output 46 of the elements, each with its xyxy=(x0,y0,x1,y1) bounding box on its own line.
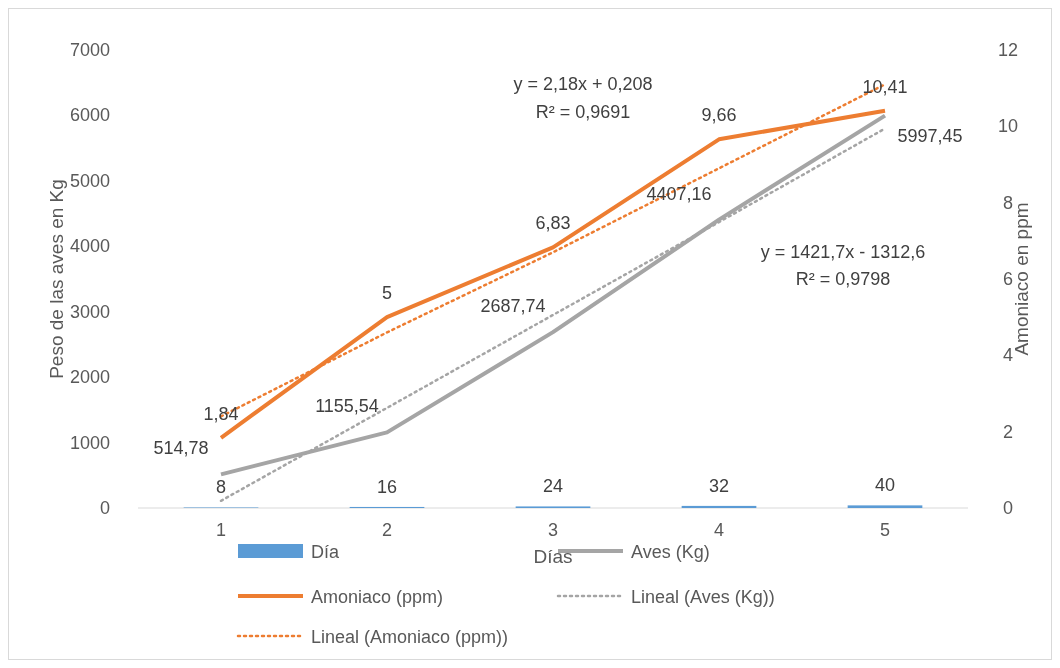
data-label: 24 xyxy=(542,476,564,497)
data-label: 6,83 xyxy=(535,213,571,234)
x-tick-label: 3 xyxy=(547,520,559,540)
annotation: y = 2,18x + 0,208 xyxy=(513,74,653,94)
x-tick-label: 4 xyxy=(713,520,725,540)
data-label: 10,41 xyxy=(862,76,908,97)
data-label: 5 xyxy=(381,283,393,304)
annotation: y = 1421,7x - 1312,6 xyxy=(760,242,926,262)
x-axis-title: Días xyxy=(533,546,573,567)
data-label: 9,66 xyxy=(701,105,737,126)
legend-label: Amoniaco (ppm) xyxy=(311,587,444,607)
y2-tick-label: 4 xyxy=(1002,345,1014,366)
data-label: 2687,74 xyxy=(480,296,546,317)
data-label: 32 xyxy=(708,475,730,496)
annotation: R² = 0,9798 xyxy=(795,269,891,289)
y-tick-label: 7000 xyxy=(69,40,110,60)
legend-label: Día xyxy=(311,542,340,562)
y2-tick-label: 12 xyxy=(997,40,1019,60)
y2-tick-label: 0 xyxy=(1002,498,1014,518)
y-tick-label: 6000 xyxy=(69,105,110,126)
x-tick-label: 1 xyxy=(215,520,227,540)
y-tick-label: 1000 xyxy=(69,432,110,453)
y-tick-label: 3000 xyxy=(69,301,110,322)
legend-label: Lineal (Aves (Kg)) xyxy=(631,587,775,607)
y2-tick-label: 6 xyxy=(1002,269,1014,289)
y-axis-title: Peso de las aves en Kg xyxy=(46,179,67,379)
data-label: 1,84 xyxy=(203,403,239,424)
legend-label: Lineal (Amoniaco (ppm)) xyxy=(311,627,509,647)
data-label: 16 xyxy=(376,476,398,497)
data-label: 40 xyxy=(874,475,896,496)
y2-axis-title: Amoniaco en ppm xyxy=(1011,202,1032,356)
y-tick-label: 2000 xyxy=(69,367,110,388)
y-tick-label: 5000 xyxy=(69,170,110,191)
data-label: 1155,54 xyxy=(315,396,379,417)
legend-label: Aves (Kg) xyxy=(631,542,710,562)
data-label: 5997,45 xyxy=(897,125,963,146)
y2-tick-label: 8 xyxy=(1002,192,1014,213)
y-tick-label: 0 xyxy=(99,498,110,518)
y-tick-label: 4000 xyxy=(69,236,110,257)
y2-tick-label: 2 xyxy=(1002,421,1014,442)
data-label: 8 xyxy=(215,477,227,498)
x-tick-label: 5 xyxy=(879,520,891,540)
annotation: R² = 0,9691 xyxy=(535,102,631,122)
x-tick-label: 2 xyxy=(381,520,393,540)
y2-tick-label: 10 xyxy=(997,116,1019,137)
data-label: 514,78 xyxy=(153,438,209,459)
